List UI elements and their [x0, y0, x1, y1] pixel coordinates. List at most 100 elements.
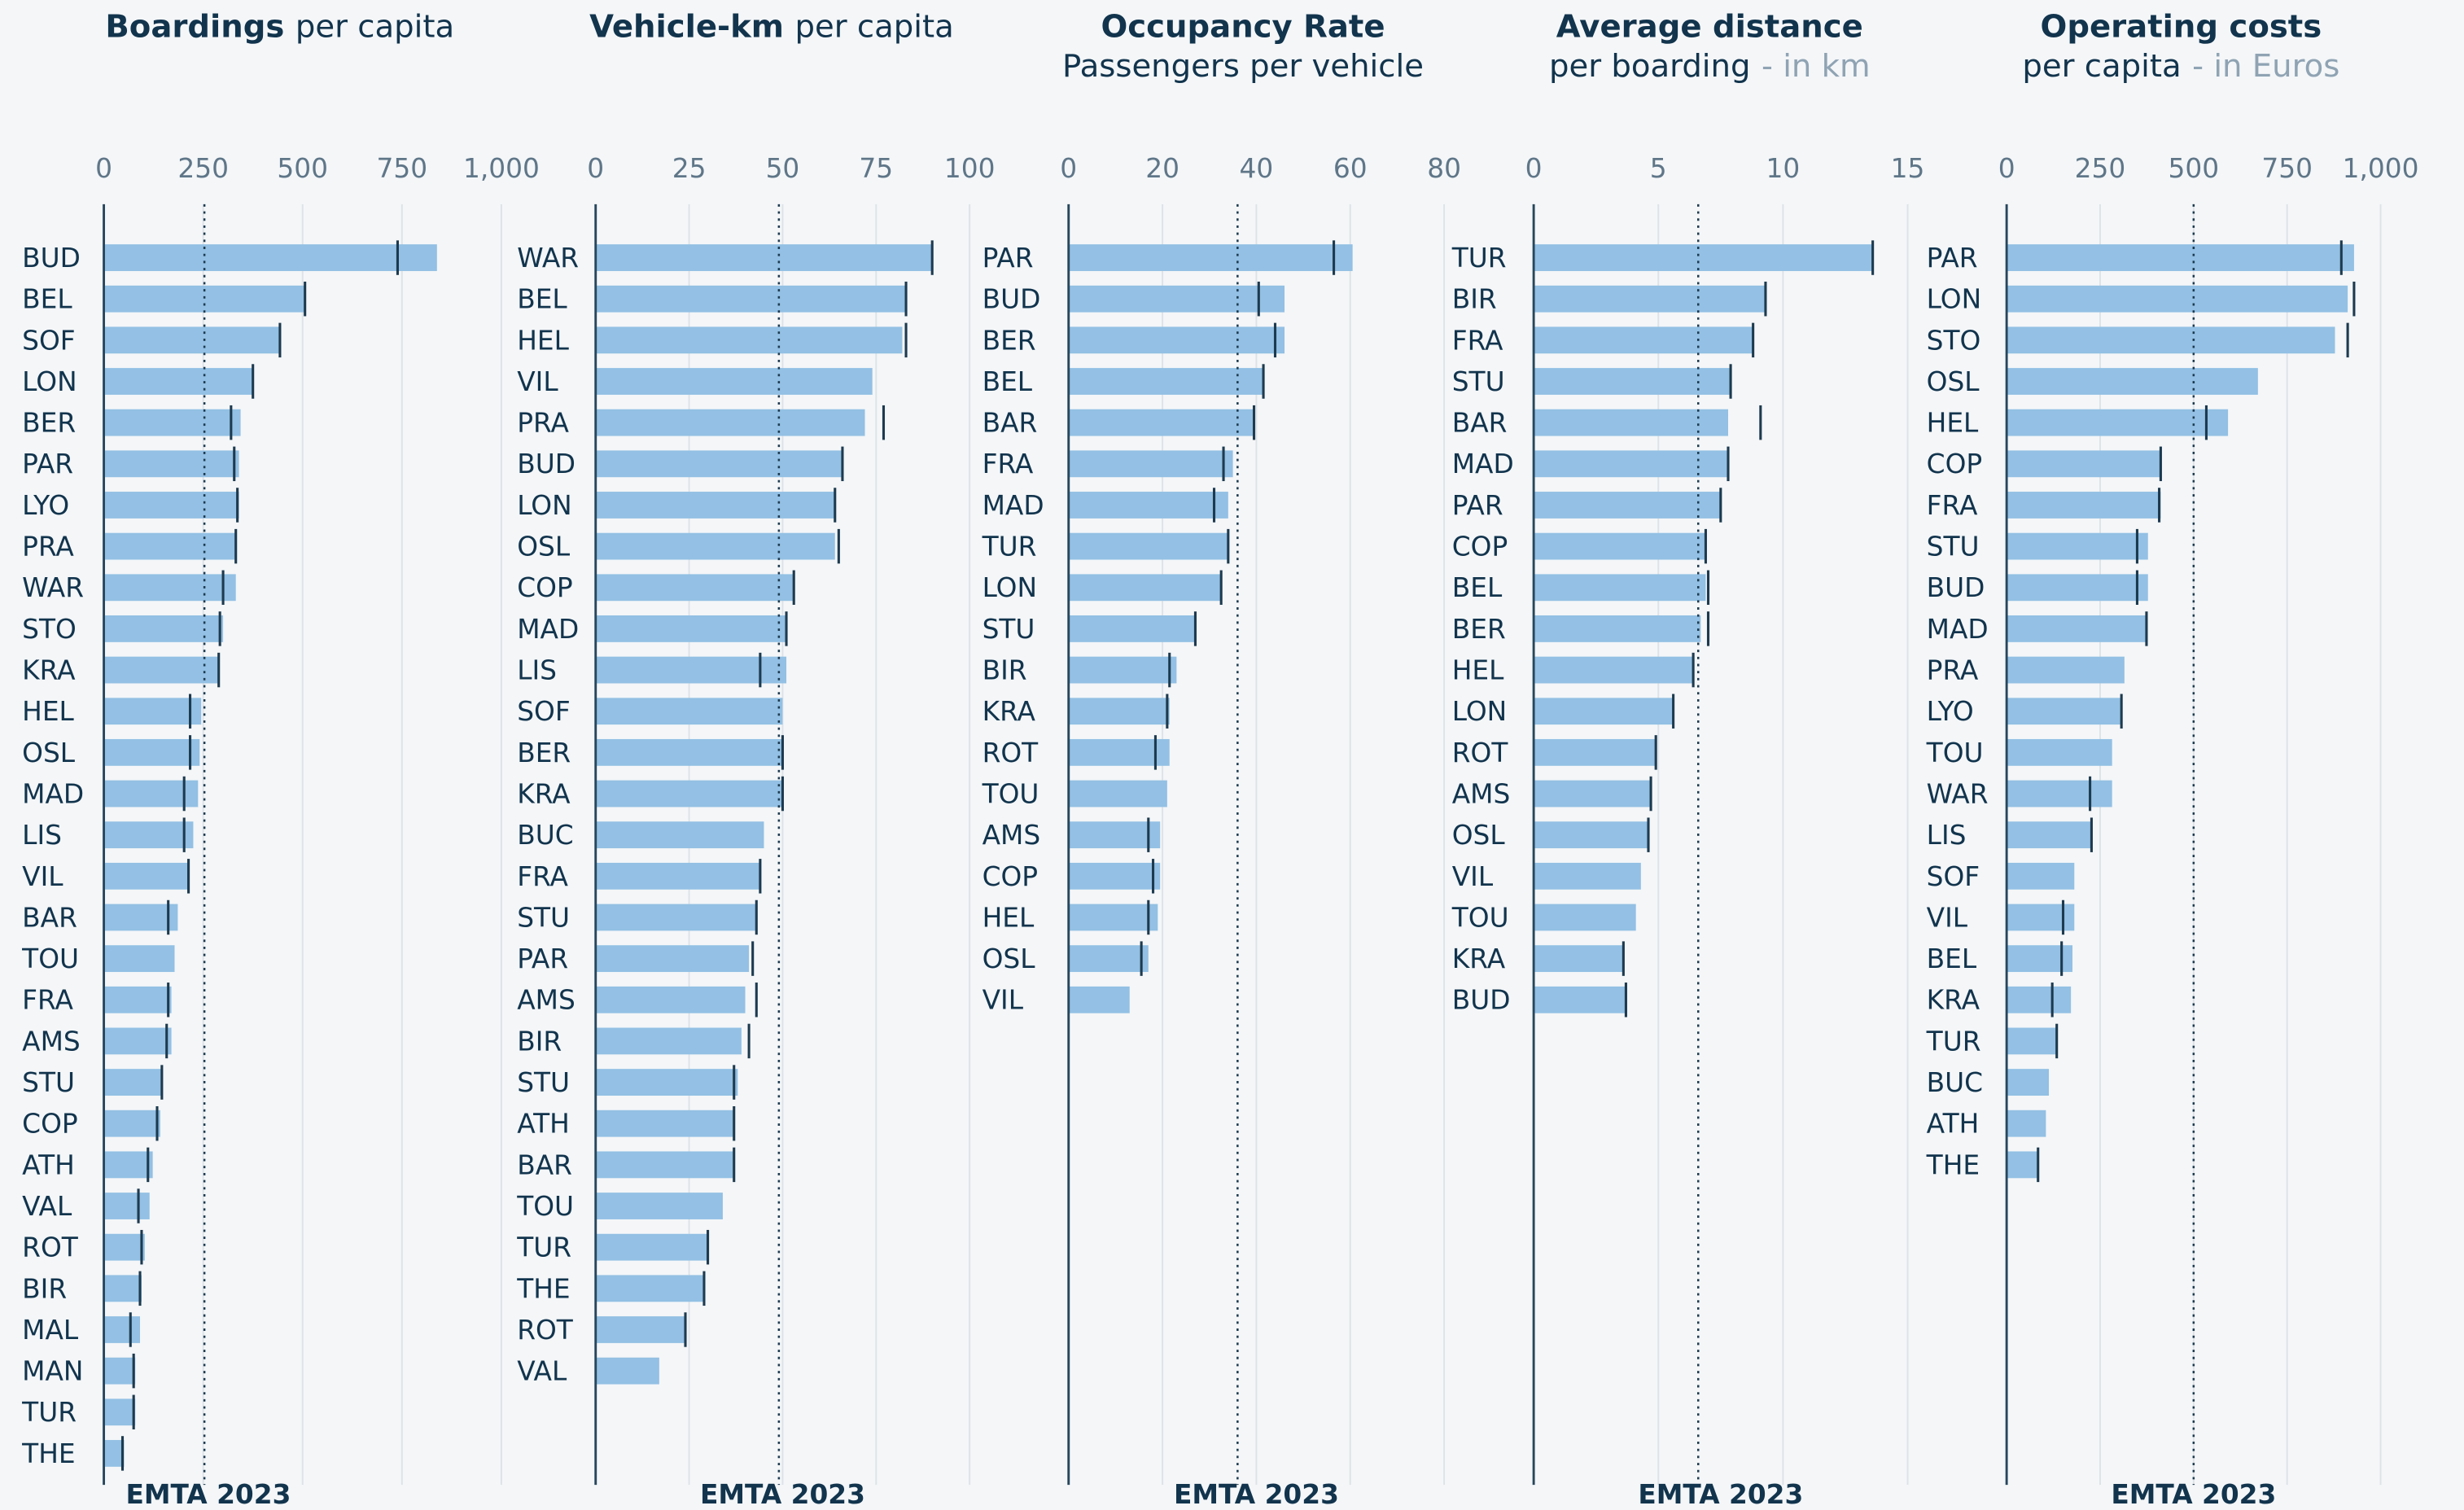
category-label: AMS: [983, 820, 1041, 851]
bar: [103, 738, 200, 766]
bar: [1068, 450, 1233, 478]
title-main: Occupancy Rate: [1101, 8, 1385, 45]
bar: [103, 1110, 160, 1137]
category-label: KRA: [517, 778, 571, 809]
bar: [103, 698, 202, 725]
category-label: COP: [1927, 449, 1983, 479]
bar: [595, 821, 764, 849]
category-label: PRA: [22, 532, 74, 562]
x-tick-label: 1,000: [2343, 153, 2419, 184]
bar: [103, 1151, 153, 1179]
category-label: PAR: [983, 243, 1034, 274]
bar: [103, 821, 194, 849]
bar: [1534, 368, 1731, 395]
category-label: STO: [22, 614, 77, 645]
chart-title: Vehicle-km per capita: [589, 8, 954, 45]
bar: [2007, 244, 2354, 271]
category-label: TOU: [516, 1191, 574, 1222]
chart-title: Occupancy Rate: [1101, 8, 1385, 45]
x-tick-label: 750: [377, 153, 428, 184]
bar: [1534, 986, 1626, 1013]
unit-note: - in Euros: [2192, 48, 2339, 85]
bar: [595, 986, 746, 1013]
bar: [2007, 492, 2161, 519]
bar: [595, 492, 835, 519]
category-label: LYO: [22, 490, 69, 521]
category-label: OSL: [517, 532, 571, 562]
category-label: THE: [1926, 1149, 1980, 1180]
bar: [103, 1069, 162, 1096]
bar: [103, 1193, 150, 1219]
category-label: FRA: [983, 449, 1034, 479]
bar: [595, 1069, 738, 1096]
x-tick-label: 250: [177, 153, 229, 184]
chart-title: Average distance: [1556, 8, 1863, 45]
category-label: WAR: [1927, 778, 1989, 809]
bar: [595, 574, 794, 602]
bar: [595, 1110, 734, 1137]
category-label: BUD: [1927, 572, 1985, 603]
bar: [595, 450, 842, 478]
bar: [595, 1316, 685, 1343]
x-tick-label: 1,000: [463, 153, 540, 184]
chart-title: Operating costs: [2041, 8, 2322, 45]
bar: [595, 244, 933, 271]
category-label: BAR: [1452, 408, 1508, 439]
bar: [103, 1316, 140, 1343]
x-tick-label: 40: [1240, 153, 1274, 184]
category-label: THE: [516, 1273, 570, 1304]
bar: [103, 1398, 136, 1426]
category-label: BEL: [517, 284, 567, 315]
category-label: TUR: [21, 1397, 77, 1428]
category-label: BUD: [1452, 985, 1511, 1016]
bar: [103, 1275, 142, 1302]
title-main: Average distance: [1556, 8, 1863, 45]
category-label: TUR: [1451, 243, 1507, 274]
bar: [103, 1027, 172, 1055]
bar: [1534, 738, 1657, 766]
x-tick-label: 75: [859, 153, 893, 184]
bar: [1534, 945, 1624, 973]
category-label: LIS: [1927, 820, 1967, 851]
x-tick-label: 5: [1650, 153, 1667, 184]
x-tick-label: 50: [766, 153, 800, 184]
bar: [1534, 285, 1766, 313]
bar: [595, 368, 873, 395]
x-tick-label: 750: [2261, 153, 2313, 184]
category-label: BAR: [22, 902, 77, 933]
category-label: OSL: [22, 737, 76, 768]
bar: [1068, 780, 1167, 808]
category-label: VIL: [22, 861, 63, 892]
category-label: MAD: [983, 490, 1044, 521]
category-label: VIL: [1452, 861, 1494, 892]
category-label: ATH: [1927, 1109, 1980, 1140]
bar: [2007, 285, 2348, 313]
category-label: MAD: [1927, 614, 1989, 645]
category-label: FRA: [22, 985, 73, 1016]
bar: [2007, 738, 2112, 766]
bar: [595, 1193, 723, 1219]
category-label: KRA: [1452, 943, 1506, 974]
bar: [1068, 574, 1222, 602]
bar: [1068, 244, 1353, 271]
category-label: ROT: [22, 1232, 79, 1263]
bar: [1068, 698, 1170, 725]
bar: [1068, 368, 1264, 395]
x-tick-label: 500: [2169, 153, 2220, 184]
bar: [2007, 1027, 2057, 1055]
category-label: TOU: [982, 778, 1039, 809]
category-label: LON: [1452, 696, 1507, 727]
bar: [595, 945, 750, 973]
bar: [2007, 409, 2229, 436]
bar: [595, 615, 787, 642]
category-label: PAR: [1927, 243, 1978, 274]
bar: [1534, 532, 1706, 560]
bar: [2007, 574, 2148, 602]
category-label: BIR: [1452, 284, 1497, 315]
category-label: KRA: [1927, 985, 1980, 1016]
category-label: STU: [1927, 532, 1980, 562]
footer: EMTA 2023: [1638, 1479, 1803, 1510]
bar: [595, 904, 757, 931]
category-label: HEL: [22, 696, 74, 727]
bar: [1068, 862, 1161, 890]
